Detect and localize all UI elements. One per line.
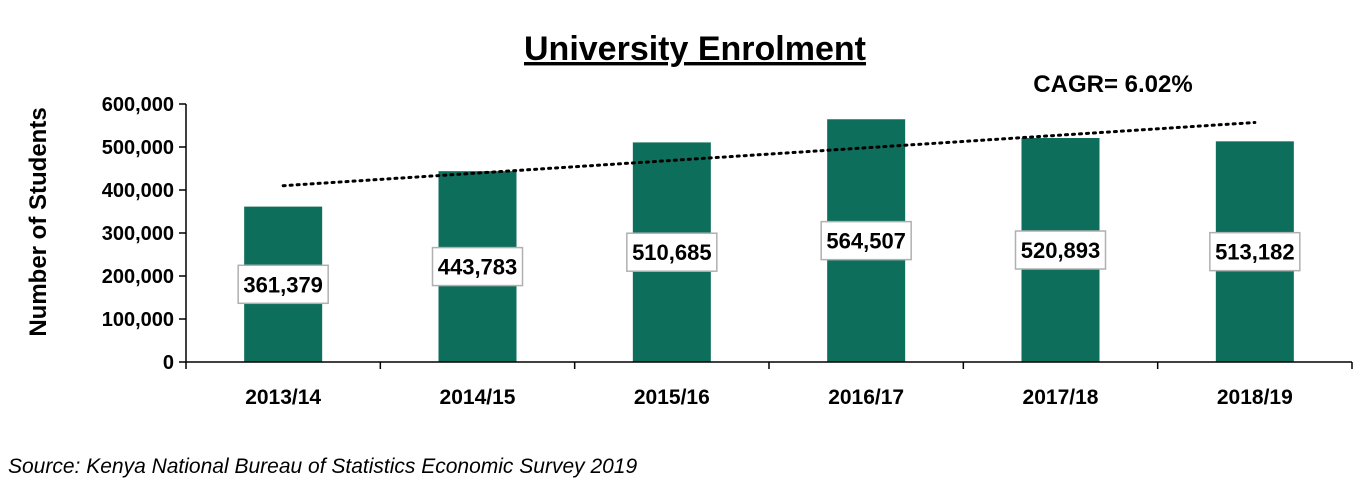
trendline bbox=[281, 120, 1257, 188]
y-tick-label: 100,000 bbox=[102, 309, 174, 331]
data-label-box bbox=[1209, 231, 1301, 272]
x-tick-label: 2014/15 bbox=[440, 386, 516, 409]
bars bbox=[244, 119, 1294, 362]
y-tick-label: 500,000 bbox=[102, 137, 174, 159]
y-axis-label: Number of Students bbox=[25, 107, 52, 336]
y-tick-label: 0 bbox=[163, 352, 174, 374]
y-tick-label: 400,000 bbox=[102, 180, 174, 202]
data-label: 520,893 bbox=[1021, 238, 1101, 263]
source-note: Source: Kenya National Bureau of Statist… bbox=[8, 455, 638, 478]
chart-title: University Enrolment bbox=[524, 30, 866, 68]
x-tick-label: 2013/14 bbox=[245, 386, 321, 409]
data-label: 513,182 bbox=[1215, 240, 1295, 265]
data-label-box bbox=[431, 246, 524, 287]
x-tick-label: 2017/18 bbox=[1023, 386, 1099, 409]
data-label-box bbox=[820, 220, 912, 261]
x-tick-label: 2018/19 bbox=[1217, 386, 1293, 409]
data-label-box bbox=[626, 232, 718, 272]
y-tick-label: 200,000 bbox=[102, 266, 174, 288]
bar-chart: University Enrolment CAGR= 6.02% Number … bbox=[25, 30, 1353, 409]
y-tick-label: 300,000 bbox=[102, 223, 174, 245]
x-axis: 2013/14 2014/15 2015/16 2016/17 2017/18 2018/… bbox=[185, 361, 1353, 409]
y-axis: 0 100,000 200,000 300,000 400,000 500,000 600,… bbox=[102, 94, 187, 374]
y-tick-label: 600,000 bbox=[102, 94, 174, 116]
data-label-box bbox=[237, 264, 329, 305]
data-labels: 361,379 443,783 510,685 564,507 520,893 513,1… bbox=[237, 220, 1301, 305]
trendline-path bbox=[281, 120, 1257, 188]
data-label-box bbox=[1014, 230, 1107, 270]
data-label: 564,507 bbox=[826, 229, 906, 254]
data-label: 361,379 bbox=[243, 272, 323, 297]
cagr-annotation: CAGR= 6.02% bbox=[1033, 71, 1192, 98]
x-tick-label: 2015/16 bbox=[634, 386, 710, 409]
x-tick-label: 2016/17 bbox=[828, 386, 904, 409]
data-label: 510,685 bbox=[632, 240, 712, 265]
data-label: 443,783 bbox=[438, 255, 518, 280]
